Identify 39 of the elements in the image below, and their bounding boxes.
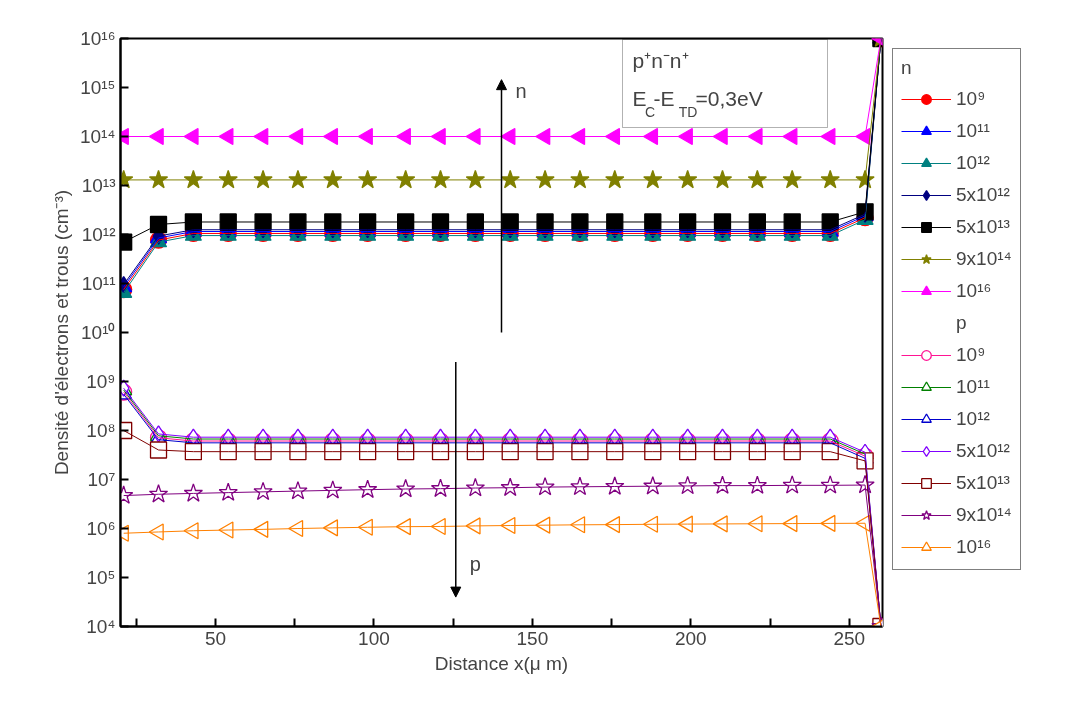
y-tick-label: 10⁷ bbox=[87, 469, 116, 490]
text: p bbox=[956, 312, 967, 333]
legend-label: 10¹² bbox=[956, 407, 990, 431]
y-tick-label: 10¹⁰ bbox=[81, 322, 116, 343]
legend-label: 10⁹ bbox=[956, 343, 986, 367]
text: n bbox=[901, 57, 912, 78]
legend-label: 5x10¹³ bbox=[956, 215, 1010, 239]
y-tick-label: 10⁴ bbox=[86, 616, 116, 637]
legend-label: 10⁹ bbox=[956, 87, 986, 111]
y-tick-label: 10⁶ bbox=[86, 518, 116, 539]
x-tick-label: 250 bbox=[833, 627, 866, 649]
legend-label: 9x10¹⁴ bbox=[956, 503, 1012, 527]
y-tick-label: 10¹⁶ bbox=[80, 28, 116, 49]
legend-label: 10¹¹ bbox=[956, 375, 990, 399]
x-tick-label: 200 bbox=[674, 627, 707, 649]
y-tick-label: 10¹¹ bbox=[81, 273, 116, 294]
x-axis-title: Distance x(μ m) bbox=[434, 652, 569, 674]
y-tick-label: 10¹³ bbox=[81, 175, 116, 196]
x-tick-label: 100 bbox=[358, 627, 390, 649]
y-tick-label: 10⁹ bbox=[86, 371, 116, 392]
y-tick-label: 10⁸ bbox=[86, 420, 116, 441]
legend-label: 5x10¹² bbox=[956, 183, 1010, 207]
legend-label: 10¹⁶ bbox=[956, 535, 992, 559]
x-tick-label: 50 bbox=[204, 627, 227, 649]
annotation: p⁺n⁻n⁺ bbox=[632, 48, 689, 72]
annotation: p bbox=[469, 553, 481, 576]
legend-label: 10¹¹ bbox=[956, 119, 990, 143]
legend-label: 9x10¹⁴ bbox=[956, 247, 1012, 271]
x-tick-label: 150 bbox=[516, 627, 549, 649]
y-tick-label: 10⁵ bbox=[86, 567, 116, 588]
annotation: n bbox=[515, 79, 527, 102]
y-axis-title: Densité d'électrons et trous (cm⁻³) bbox=[50, 189, 72, 476]
legend-label: 10¹² bbox=[956, 151, 990, 175]
y-tick-label: 10¹² bbox=[81, 224, 116, 245]
legend-label: 10¹⁶ bbox=[956, 279, 992, 303]
legend-label: 5x10¹³ bbox=[956, 471, 1010, 495]
y-tick-label: 10¹⁵ bbox=[80, 77, 116, 98]
y-tick-label: 10¹⁴ bbox=[79, 126, 116, 147]
legend-label: 5x10¹² bbox=[956, 439, 1010, 463]
